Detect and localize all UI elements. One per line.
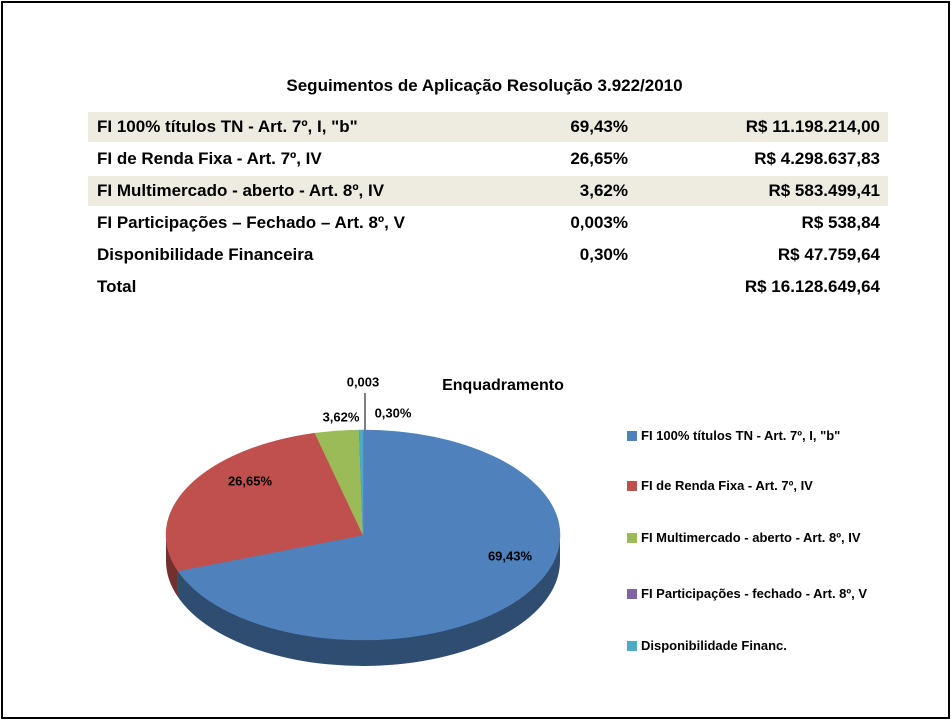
row-amount: R$ 4.298.637,83 xyxy=(754,149,880,168)
row-label: FI Multimercado - aberto - Art. 8º, IV xyxy=(97,181,385,200)
legend-swatch xyxy=(627,431,637,441)
pie-side xyxy=(177,535,560,666)
data-label: 0,30% xyxy=(375,405,412,420)
data-label: 0,003 xyxy=(347,374,380,389)
legend-label: Disponibilidade Financ. xyxy=(641,638,787,653)
legend-swatch xyxy=(627,641,637,651)
data-label: 69,43% xyxy=(488,548,533,563)
row-percent: 0,003% xyxy=(570,213,628,232)
legend-swatch xyxy=(627,589,637,599)
row-amount: R$ 583.499,41 xyxy=(768,181,880,200)
row-percent: 3,62% xyxy=(579,181,628,200)
row-amount: R$ 47.759,64 xyxy=(777,245,880,264)
legend-swatch xyxy=(627,481,637,491)
pie-slice xyxy=(359,429,364,536)
table-title: Seguimentos de Aplicação Resolução 3.922… xyxy=(286,76,683,95)
row-label: FI 100% títulos TN - Art. 7º, I, "b" xyxy=(97,117,358,136)
row-amount: R$ 16.128.649,64 xyxy=(744,277,880,296)
row-percent: 0,30% xyxy=(579,245,628,264)
data-label: 3,62% xyxy=(323,409,360,424)
pie-side xyxy=(166,535,178,598)
row-percent: 69,43% xyxy=(570,117,628,136)
row-shade xyxy=(88,112,888,142)
row-shade xyxy=(88,176,888,206)
row-percent: 26,65% xyxy=(570,149,628,168)
row-label: FI Participações – Fechado – Art. 8º, V xyxy=(97,213,405,232)
data-label: 26,65% xyxy=(228,473,273,488)
legend-swatch xyxy=(627,533,637,543)
pie-slice xyxy=(177,429,561,641)
legend-label: FI Participações - fechado - Art. 8º, V xyxy=(641,586,868,601)
chart-title: Enquadramento xyxy=(442,377,564,394)
row-label: FI de Renda Fixa - Art. 7º, IV xyxy=(97,149,322,168)
row-label: Disponibilidade Financeira xyxy=(97,245,314,264)
legend-label: FI de Renda Fixa - Art. 7º, IV xyxy=(641,478,813,493)
pie-slice xyxy=(165,432,364,572)
legend-label: FI 100% títulos TN - Art. 7º, I, "b" xyxy=(641,428,841,443)
legend-label: FI Multimercado - aberto - Art. 8º, IV xyxy=(641,530,861,545)
row-amount: R$ 538,84 xyxy=(801,213,880,232)
row-amount: R$ 11.198.214,00 xyxy=(745,117,880,136)
row-label: Total xyxy=(97,277,137,296)
